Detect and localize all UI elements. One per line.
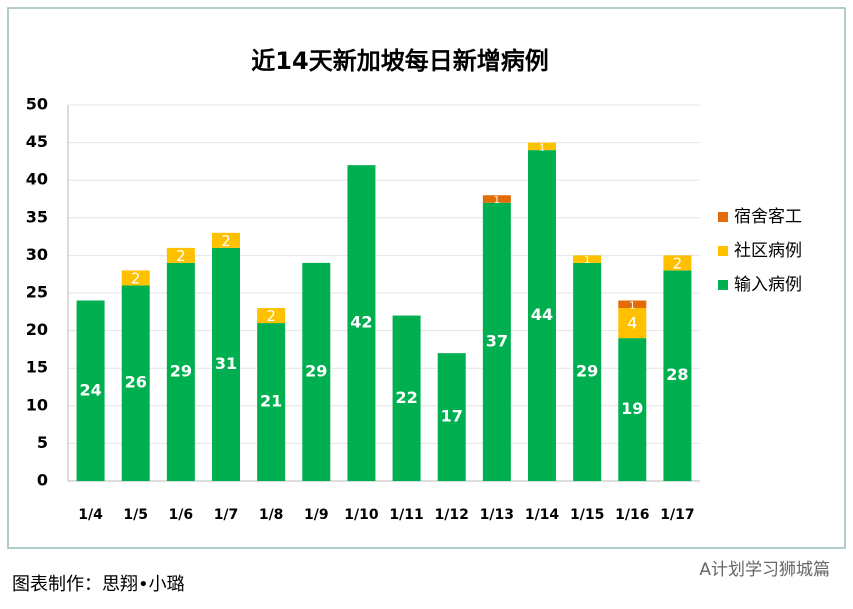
x-tick-label: 1/14 [525,507,560,523]
data-label: 4 [627,314,637,333]
bar-segment [528,142,556,151]
y-tick-label: 10 [26,395,48,414]
bar-segment [663,270,692,481]
data-label: 17 [441,407,463,426]
bar-segment [573,262,602,481]
x-tick-label: 1/5 [123,507,148,523]
data-label: 1 [584,255,590,266]
y-tick-label: 5 [37,433,48,452]
x-tick-label: 1/8 [259,507,284,523]
bar-segment [573,255,602,263]
bar-segment [437,353,466,481]
credit: 图表制作：思翔•小璐 [12,574,185,595]
bar-segment [618,300,647,309]
data-label: 1 [494,195,500,206]
data-label: 28 [666,365,688,384]
data-label: 1 [539,142,545,153]
bar-segment [618,308,647,339]
data-label: 44 [531,305,553,324]
x-tick-label: 1/4 [78,507,103,523]
bar-segment [166,262,195,481]
legend-swatch [718,212,728,222]
bar-segment [482,202,511,481]
y-tick-label: 20 [26,320,48,339]
bar-segment [257,323,286,481]
legend-swatch [718,280,728,290]
x-tick-label: 1/13 [480,507,514,523]
y-tick-label: 30 [26,245,48,264]
y-tick-label: 50 [26,95,48,114]
bar-segment [166,247,195,263]
y-tick-label: 0 [37,471,48,490]
data-label: 37 [486,331,508,350]
data-label: 42 [350,313,372,332]
chart-title: 近14天新加坡每日新增病例 [251,47,548,75]
x-tick-label: 1/9 [304,507,329,523]
bar-segment [528,150,556,481]
bar-segment [212,247,240,481]
x-tick-label: 1/17 [660,507,694,523]
x-tick-label: 1/6 [169,507,194,523]
data-label: 21 [260,392,282,411]
data-label: 2 [221,232,231,250]
bar-segment [482,195,511,203]
data-label: 2 [131,269,141,287]
x-tick-label: 1/16 [615,507,649,523]
legend-label: 社区病例 [734,241,802,261]
data-label: 26 [125,373,147,392]
bar-segment [121,270,150,286]
bar-segment [212,232,240,248]
x-tick-label: 1/15 [570,507,604,523]
data-label: 22 [395,388,417,407]
data-label: 29 [170,361,192,380]
legend-swatch [718,246,728,256]
x-tick-label: 1/12 [435,507,469,523]
legend-label: 输入病例 [734,275,802,295]
legend-label: 宿舍客工 [734,207,802,227]
data-label: 31 [215,354,237,373]
data-label: 24 [79,380,101,399]
bar-segment [663,255,692,271]
watermark: A计划学习狮城篇 [699,560,830,580]
bar-segment [618,338,647,481]
bar-segment [347,165,376,481]
bar-segment [302,262,331,481]
data-label: 29 [576,361,598,380]
data-label: 19 [621,399,643,418]
data-label: 1 [629,300,635,311]
data-label: 2 [176,247,186,265]
y-tick-label: 15 [26,358,48,377]
y-tick-label: 35 [26,207,48,226]
x-tick-label: 1/11 [389,507,423,523]
bar-segment [76,300,105,481]
x-tick-label: 1/10 [344,507,379,523]
y-tick-label: 40 [26,170,48,189]
data-label: 29 [305,361,327,380]
bar-segment [121,285,150,481]
data-label: 2 [266,307,276,325]
data-label: 2 [673,254,683,272]
bar-segment [392,315,421,481]
y-tick-label: 45 [26,132,48,151]
bar-segment [257,308,286,324]
x-tick-label: 1/7 [214,507,239,523]
y-tick-label: 25 [26,283,48,302]
